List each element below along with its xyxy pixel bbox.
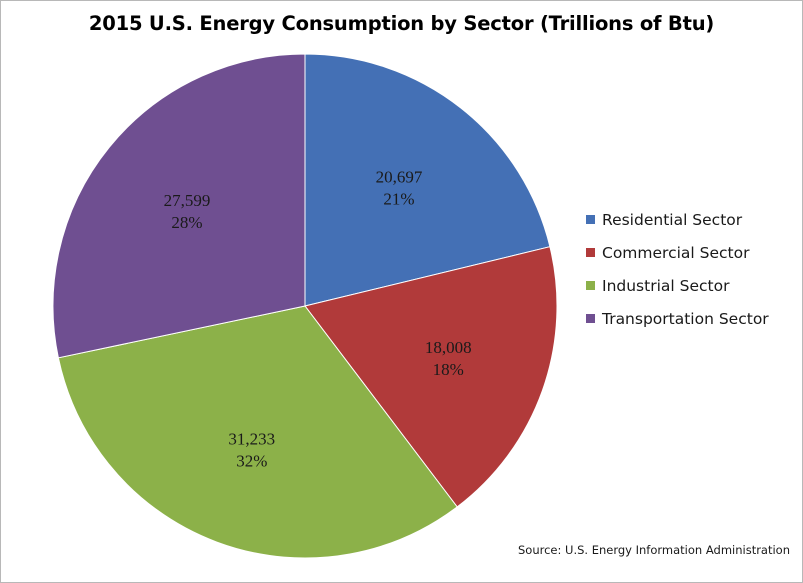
pie-slice-industrial [57,305,458,559]
pie-slice-commercial [304,246,558,508]
legend-swatch-residential [586,215,595,224]
pie-slice-residential [304,53,551,307]
legend-item-industrial: Industrial Sector [586,269,769,302]
slice-value-label-transportation: 27,599 [164,191,211,210]
legend-swatch-industrial [586,281,595,290]
source-note: Source: U.S. Energy Information Administ… [518,543,791,557]
legend-label-industrial: Industrial Sector [602,276,730,295]
chart-title: 2015 U.S. Energy Consumption by Sector (… [88,12,715,35]
legend-swatch-commercial [586,248,595,257]
legend-label-commercial: Commercial Sector [602,243,750,262]
legend-item-commercial: Commercial Sector [586,236,769,269]
legend-swatch-transportation [586,314,595,323]
slice-value-label-residential: 20,697 [376,168,423,187]
slice-value-label-commercial: 18,008 [425,338,472,357]
slice-percent-label-residential: 21% [383,190,414,209]
legend-label-residential: Residential Sector [602,210,743,229]
legend-label-transportation: Transportation Sector [602,309,769,328]
pie-slice-transportation [52,53,306,359]
slice-percent-label-industrial: 32% [236,451,267,470]
legend-item-residential: Residential Sector [586,203,769,236]
legend-item-transportation: Transportation Sector [586,302,769,335]
slice-percent-label-commercial: 18% [433,360,464,379]
slice-percent-label-transportation: 28% [171,213,202,232]
legend: Residential Sector Commercial Sector Ind… [586,203,769,335]
slice-value-label-industrial: 31,233 [228,429,275,448]
